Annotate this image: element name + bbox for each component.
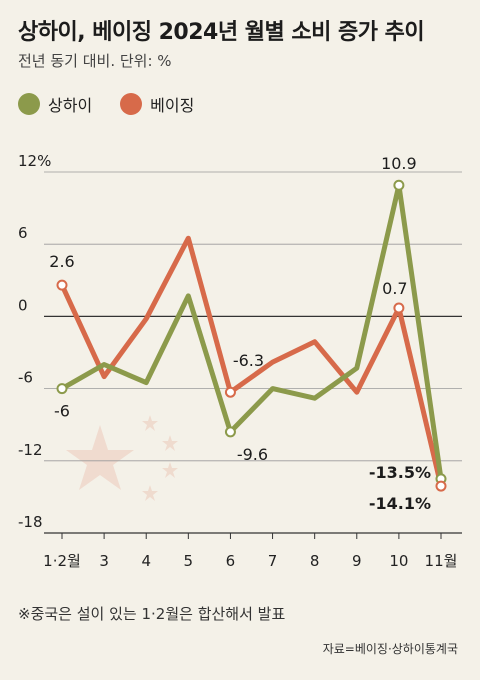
- data-point-beijing: [393, 302, 405, 314]
- source-note: 자료=베이징·상하이통계국: [322, 642, 458, 656]
- y-tick-label: -18: [18, 513, 43, 531]
- x-tick-label: 9: [352, 552, 362, 570]
- data-point-shanghai: [224, 426, 236, 438]
- y-tick-label: 12%: [18, 152, 51, 170]
- data-label: -9.6: [237, 445, 268, 464]
- y-tick-label: -6: [18, 369, 33, 387]
- line-chart: 12% 6 0 -6 -12 -18 2.6 -6 -6.3 -9.6 10.9 0.7 -13.5%…: [18, 152, 462, 570]
- y-tick-label: 6: [18, 224, 28, 242]
- footnote: ※중국은 설이 있는 1·2월은 합산해서 발표: [18, 605, 286, 623]
- data-label: 10.9: [381, 154, 417, 173]
- legend-label-beijing: 베이징: [150, 96, 195, 115]
- data-point-shanghai: [56, 383, 68, 395]
- data-label: -6.3: [233, 351, 264, 370]
- x-tick-label: 4: [141, 552, 151, 570]
- x-tick-label: 5: [184, 552, 194, 570]
- series-line-shanghai: [59, 182, 444, 482]
- legend-item-beijing: 베이징: [120, 92, 194, 116]
- y-tick-label: 0: [18, 296, 28, 314]
- data-label: -13.5%: [369, 463, 431, 482]
- data-point-beijing: [56, 279, 68, 291]
- data-label: -14.1%: [369, 494, 431, 513]
- data-point-beijing: [435, 480, 447, 492]
- x-tick-label: 3: [99, 552, 109, 570]
- data-label: -6: [54, 402, 70, 421]
- data-point-shanghai: [393, 179, 405, 191]
- chart-subtitle: 전년 동기 대비. 단위: %: [18, 52, 172, 70]
- x-tick-label: 6: [226, 552, 236, 570]
- data-point-beijing: [224, 386, 236, 398]
- series-line-beijing: [59, 235, 444, 489]
- x-tick-label: 8: [310, 552, 320, 570]
- x-tick-label: 11월: [425, 552, 458, 570]
- legend: 상하이 베이징: [18, 92, 222, 116]
- legend-swatch-shanghai: [18, 93, 40, 115]
- legend-swatch-beijing: [120, 93, 143, 115]
- legend-label-shanghai: 상하이: [48, 96, 93, 115]
- chart-title: 상하이, 베이징 2024년 월별 소비 증가 추이: [18, 20, 425, 45]
- data-label: 0.7: [382, 279, 407, 298]
- x-tick-label: 1·2월: [43, 552, 81, 570]
- data-label: 2.6: [49, 252, 74, 271]
- y-tick-label: -12: [18, 441, 43, 459]
- x-tick-label: 10: [389, 552, 408, 570]
- x-tick-label: 7: [268, 552, 278, 570]
- star-decoration-icon: [66, 415, 178, 501]
- legend-item-shanghai: 상하이: [18, 92, 92, 116]
